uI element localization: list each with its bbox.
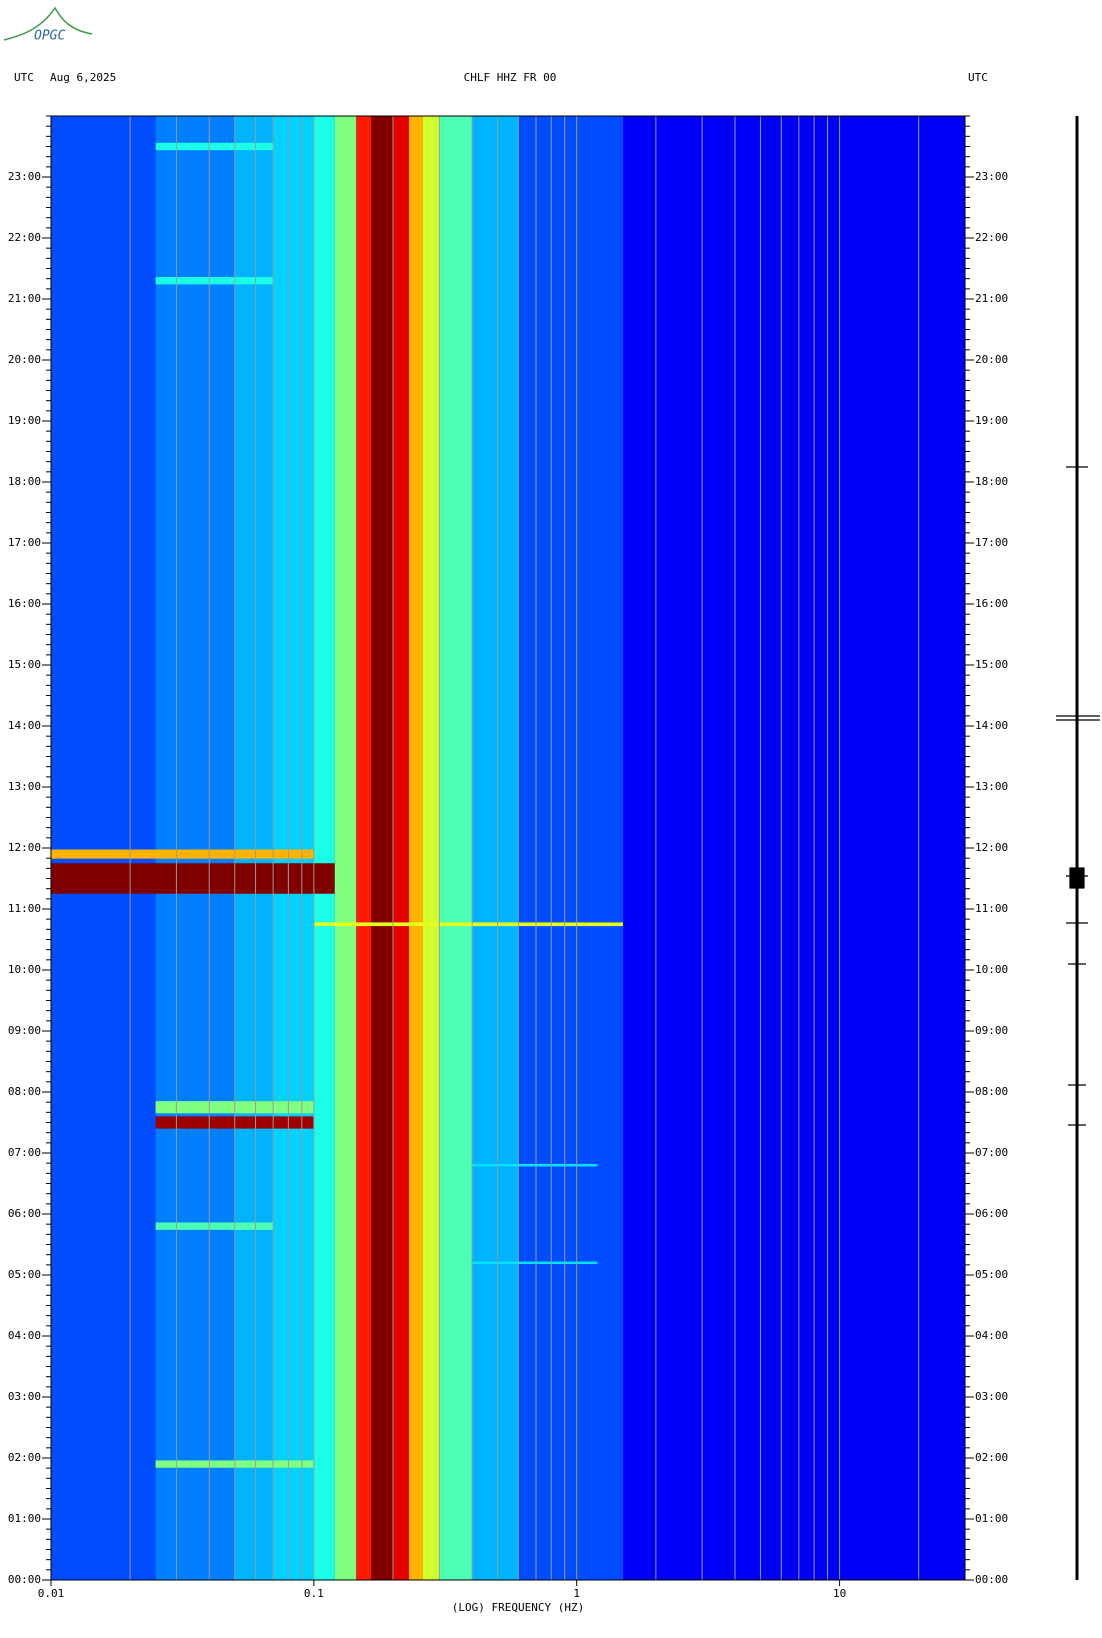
y-tick-label-right: 19:00 (975, 414, 1008, 427)
y-tick-label-right: 07:00 (975, 1146, 1008, 1159)
spectrum-band (51, 116, 156, 1580)
y-tick-label-right: 05:00 (975, 1268, 1008, 1281)
y-tick-label: 22:00 (8, 231, 41, 244)
y-tick-label: 18:00 (8, 475, 41, 488)
x-axis-title: (LOG) FREQUENCY (HZ) (452, 1601, 584, 1614)
y-tick-label-right: 08:00 (975, 1085, 1008, 1098)
x-tick-label: 0.1 (304, 1587, 324, 1600)
header-left: UTC (14, 71, 34, 84)
spectrum-band (439, 116, 473, 1580)
spectrum-band (472, 116, 519, 1580)
spectrum-band (408, 116, 423, 1580)
y-tick-label: 07:00 (8, 1146, 41, 1159)
y-tick-label-right: 00:00 (975, 1573, 1008, 1586)
y-tick-label-right: 03:00 (975, 1390, 1008, 1403)
header-right: UTC (968, 71, 988, 84)
y-tick-label-right: 09:00 (975, 1024, 1008, 1037)
spectrum-band (356, 116, 372, 1580)
seismogram (1056, 116, 1100, 1580)
y-tick-label: 01:00 (8, 1512, 41, 1525)
y-tick-label: 23:00 (8, 170, 41, 183)
spectrum-band (155, 116, 235, 1580)
y-tick-label: 00:00 (8, 1573, 41, 1586)
spectrum-band (422, 116, 440, 1580)
spectrum-band (392, 116, 409, 1580)
date: Aug 6,2025 (50, 71, 116, 84)
y-tick-label: 06:00 (8, 1207, 41, 1220)
spectrum-band (623, 116, 965, 1580)
y-tick-label: 19:00 (8, 414, 41, 427)
event (472, 1261, 598, 1265)
y-tick-label: 12:00 (8, 841, 41, 854)
event (155, 277, 274, 285)
spectrum-band (371, 116, 393, 1580)
y-tick-label: 15:00 (8, 658, 41, 671)
title: CHLF HHZ FR 00 (464, 71, 557, 84)
y-tick-label: 05:00 (8, 1268, 41, 1281)
y-tick-label-right: 12:00 (975, 841, 1008, 854)
y-tick-label-right: 16:00 (975, 597, 1008, 610)
y-tick-label-right: 14:00 (975, 719, 1008, 732)
logo-text: OPGC (34, 29, 65, 44)
y-tick-label: 08:00 (8, 1085, 41, 1098)
spectrum-band (518, 116, 624, 1580)
x-tick-label: 0.01 (38, 1587, 65, 1600)
y-tick-label: 13:00 (8, 780, 41, 793)
event (472, 1163, 598, 1167)
event (155, 1222, 274, 1230)
y-tick-label-right: 11:00 (975, 902, 1008, 915)
y-tick-label-right: 01:00 (975, 1512, 1008, 1525)
spectrum-band (334, 116, 357, 1580)
x-tick-label: 1 (573, 1587, 580, 1600)
y-tick-label-right: 17:00 (975, 536, 1008, 549)
event (155, 142, 274, 151)
y-tick-label-right: 04:00 (975, 1329, 1008, 1342)
y-tick-label-right: 20:00 (975, 353, 1008, 366)
y-tick-label-right: 21:00 (975, 292, 1008, 305)
plot-area (50, 115, 966, 1581)
y-tick-label-right: 22:00 (975, 231, 1008, 244)
y-tick-label: 21:00 (8, 292, 41, 305)
y-tick-label-right: 06:00 (975, 1207, 1008, 1220)
y-tick-label: 02:00 (8, 1451, 41, 1464)
event (51, 863, 335, 894)
spectrum-band (313, 116, 335, 1580)
y-tick-label-right: 23:00 (975, 170, 1008, 183)
spectrum-band (234, 116, 274, 1580)
logo-mark (3, 6, 93, 41)
spectrum-band (273, 116, 314, 1580)
y-tick-label: 14:00 (8, 719, 41, 732)
x-tick-label: 10 (833, 1587, 846, 1600)
y-tick-label: 20:00 (8, 353, 41, 366)
event (313, 922, 624, 927)
y-tick-label: 16:00 (8, 597, 41, 610)
y-tick-label-right: 15:00 (975, 658, 1008, 671)
y-tick-label: 03:00 (8, 1390, 41, 1403)
y-tick-label-right: 10:00 (975, 963, 1008, 976)
y-tick-label: 04:00 (8, 1329, 41, 1342)
y-tick-label: 09:00 (8, 1024, 41, 1037)
y-tick-label: 11:00 (8, 902, 41, 915)
y-tick-label-right: 18:00 (975, 475, 1008, 488)
y-tick-label: 17:00 (8, 536, 41, 549)
y-tick-label: 10:00 (8, 963, 41, 976)
y-tick-label-right: 02:00 (975, 1451, 1008, 1464)
y-tick-label-right: 13:00 (975, 780, 1008, 793)
event (51, 849, 314, 859)
